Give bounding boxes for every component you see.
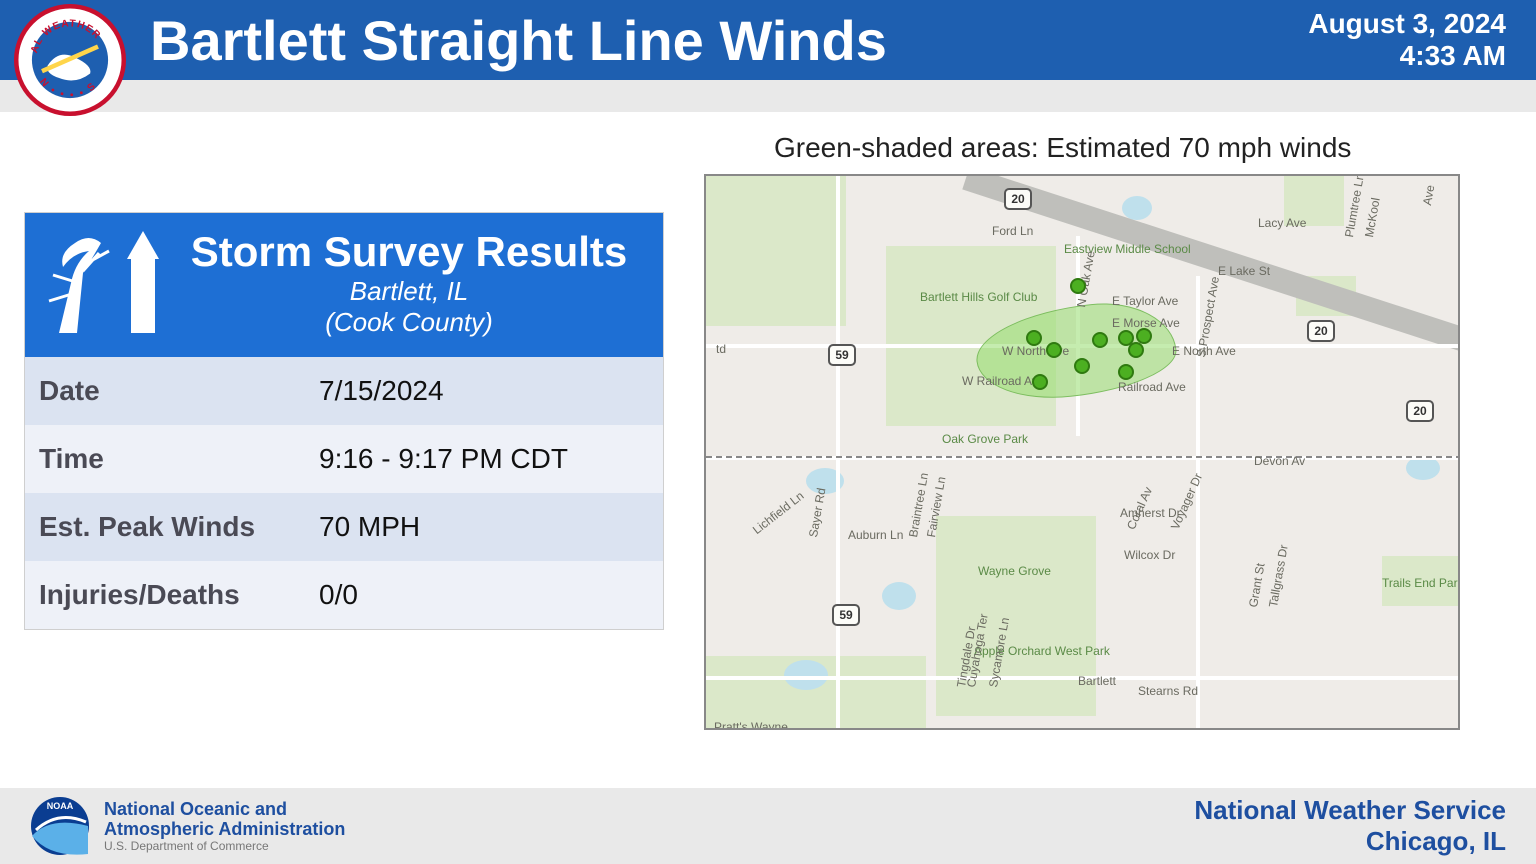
- map-label: Wilcox Dr: [1124, 548, 1175, 562]
- noaa-logo-icon: NOAA: [30, 796, 90, 856]
- map-label: Trails End Park: [1382, 576, 1460, 590]
- survey-row-key: Time: [25, 425, 305, 493]
- survey-card: Storm Survey Results Bartlett, IL (Cook …: [24, 212, 664, 630]
- header: Bartlett Straight Line Winds August 3, 2…: [0, 0, 1536, 112]
- survey-row-val: 9:16 - 9:17 PM CDT: [305, 425, 663, 493]
- footer-dept: U.S. Department of Commerce: [104, 839, 345, 853]
- map-label: Lacy Ave: [1258, 216, 1306, 230]
- map-caption: Green-shaded areas: Estimated 70 mph win…: [704, 132, 1512, 164]
- map-label: Ave: [1420, 184, 1437, 207]
- route-shield: 20: [1004, 188, 1032, 210]
- survey-row: Time9:16 - 9:17 PM CDT: [25, 425, 663, 493]
- map-label: E Taylor Ave: [1112, 294, 1178, 308]
- map-label: Pratt's Wayne: [714, 720, 788, 730]
- footer-nws: National Weather Service: [1194, 795, 1506, 826]
- map-label: Stearns Rd: [1138, 684, 1198, 698]
- map-label: E Lake St: [1218, 264, 1270, 278]
- wind-report-dot: [1074, 358, 1090, 374]
- footer-org-2: Atmospheric Administration: [104, 819, 345, 839]
- footer-right: National Weather Service Chicago, IL: [1194, 795, 1506, 857]
- map-label: Tallgrass Dr: [1266, 544, 1291, 609]
- storm-tree-icon: [39, 223, 169, 343]
- wind-report-dot: [1092, 332, 1108, 348]
- map-label: Oak Grove Park: [942, 432, 1028, 446]
- nws-logo-icon: AL WEATHER N • • • • S: [14, 4, 126, 116]
- wind-report-dot: [1118, 364, 1134, 380]
- map-label: Sayer Rd: [806, 487, 828, 539]
- map-label: td: [716, 342, 726, 356]
- survey-row-key: Injuries/Deaths: [25, 561, 305, 629]
- route-shield: 20: [1307, 320, 1335, 342]
- survey-row-val: 70 MPH: [305, 493, 663, 561]
- map-label: Grant St: [1246, 562, 1268, 608]
- survey-title: Storm Survey Results: [169, 228, 649, 276]
- wind-report-dot: [1032, 374, 1048, 390]
- map-label: McKool: [1362, 197, 1383, 239]
- footer: NOAA National Oceanic and Atmospheric Ad…: [0, 788, 1536, 864]
- map-label: Lichfield Ln: [750, 489, 806, 537]
- survey-location: Bartlett, IL: [169, 276, 649, 307]
- survey-row-val: 0/0: [305, 561, 663, 629]
- survey-row-val: 7/15/2024: [305, 357, 663, 425]
- wind-report-dot: [1136, 328, 1152, 344]
- footer-left: National Oceanic and Atmospheric Adminis…: [104, 799, 345, 853]
- svg-text:NOAA: NOAA: [47, 801, 74, 811]
- map: 2059202059Ford LnEastview Middle SchoolB…: [704, 174, 1460, 730]
- map-label: Bartlett: [1078, 674, 1116, 688]
- wind-report-dot: [1070, 278, 1086, 294]
- header-date: August 3, 2024: [1308, 8, 1506, 40]
- survey-row: Date7/15/2024: [25, 357, 663, 425]
- survey-county: (Cook County): [169, 307, 649, 338]
- footer-office: Chicago, IL: [1194, 826, 1506, 857]
- page-title: Bartlett Straight Line Winds: [150, 8, 1308, 73]
- wind-report-dot: [1046, 342, 1062, 358]
- map-label: Railroad Ave: [1118, 380, 1186, 394]
- route-shield: 59: [832, 604, 860, 626]
- map-label: Bartlett Hills Golf Club: [920, 290, 1037, 304]
- route-shield: 59: [828, 344, 856, 366]
- map-label: Ford Ln: [992, 224, 1033, 238]
- wind-report-dot: [1026, 330, 1042, 346]
- survey-row-key: Date: [25, 357, 305, 425]
- header-datetime: August 3, 2024 4:33 AM: [1308, 8, 1506, 72]
- map-label: Auburn Ln: [848, 528, 903, 542]
- map-label: Wayne Grove: [978, 564, 1051, 578]
- footer-org-1: National Oceanic and: [104, 799, 345, 819]
- survey-row: Est. Peak Winds70 MPH: [25, 493, 663, 561]
- header-time: 4:33 AM: [1308, 40, 1506, 72]
- wind-report-dot: [1128, 342, 1144, 358]
- survey-row: Injuries/Deaths0/0: [25, 561, 663, 629]
- route-shield: 20: [1406, 400, 1434, 422]
- survey-row-key: Est. Peak Winds: [25, 493, 305, 561]
- map-label: Devon Av: [1254, 454, 1305, 468]
